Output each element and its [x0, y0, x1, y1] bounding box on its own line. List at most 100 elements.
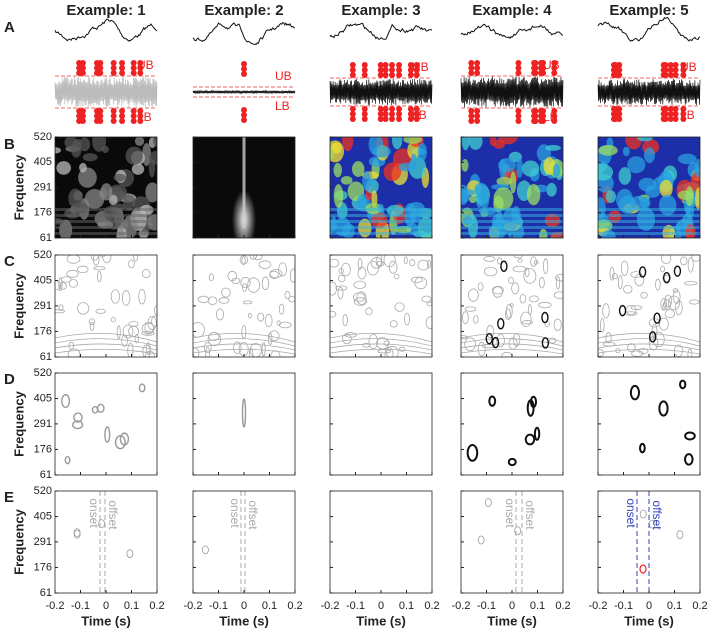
contour — [337, 274, 346, 283]
contour — [409, 259, 416, 267]
contour — [221, 287, 231, 298]
detection-dot — [680, 116, 687, 122]
contour — [530, 256, 537, 267]
spectrogram-blob — [552, 163, 561, 178]
contour — [687, 348, 693, 357]
detection-dot — [515, 65, 522, 71]
contour — [203, 342, 212, 354]
x-tick-label: 0.2 — [287, 600, 302, 612]
contour-strong — [491, 336, 500, 349]
detection-dot — [667, 111, 674, 117]
upper-bound-label: UB — [275, 69, 292, 83]
offset-label: offset — [106, 500, 120, 530]
spectrogram-band — [55, 208, 157, 211]
x-tick-label: 0 — [378, 600, 384, 612]
spectrogram-blob — [78, 137, 91, 152]
detection-dot — [377, 116, 384, 122]
contour — [55, 348, 157, 355]
contour — [676, 530, 684, 540]
detection-dot — [407, 72, 414, 78]
contour — [330, 348, 432, 355]
contour — [193, 338, 295, 347]
detection-dot — [130, 113, 137, 119]
contour — [507, 457, 517, 467]
contour — [61, 276, 72, 283]
spectrogram-blob — [498, 137, 518, 145]
contour — [342, 314, 348, 327]
contour — [388, 260, 398, 274]
detection-dot — [468, 60, 475, 66]
panel-content — [241, 398, 247, 428]
spectrogram-blob — [601, 229, 616, 238]
contour-strong — [541, 311, 549, 324]
y-tick-label: 520 — [34, 131, 52, 143]
detection-dot — [616, 62, 623, 68]
detection-dot — [119, 118, 126, 124]
detection-dot — [610, 67, 617, 73]
contour — [284, 291, 291, 300]
detected-event — [639, 564, 647, 574]
contour — [497, 257, 503, 265]
contour — [634, 273, 645, 287]
spectrogram-blob — [134, 137, 145, 147]
contour — [247, 277, 261, 293]
detection-dot — [407, 111, 414, 117]
spectrogram-blob — [148, 158, 156, 178]
contour — [508, 276, 514, 284]
spectrogram-blob — [92, 137, 107, 152]
x-tick-label: 0 — [103, 600, 109, 612]
detection-dot — [531, 65, 538, 71]
contour — [414, 276, 428, 290]
detection-dot — [110, 118, 117, 124]
detection-dot — [680, 72, 687, 78]
detection-dot — [551, 65, 558, 71]
panel-frame — [192, 372, 296, 476]
y-tick-label: 61 — [40, 469, 52, 481]
onset-label: onset — [503, 498, 517, 528]
detection-dot — [382, 106, 389, 112]
detection-dot — [137, 65, 144, 71]
detection-dot — [515, 113, 522, 119]
contour — [553, 318, 562, 331]
contour — [341, 333, 352, 345]
detection-dot — [241, 66, 247, 72]
contour — [404, 312, 410, 326]
x-axis-label: Time (s) — [487, 613, 537, 628]
contour — [73, 528, 81, 538]
contour — [605, 332, 612, 344]
contour — [90, 255, 99, 261]
detection-dot — [377, 106, 384, 112]
contour — [73, 412, 83, 423]
contour — [88, 318, 95, 326]
spectrogram-band — [330, 214, 432, 217]
panel-frame — [329, 490, 433, 594]
detection-dot — [616, 111, 623, 117]
spectrogram-blob — [695, 187, 700, 210]
detection-dot — [93, 118, 100, 124]
spectrogram-blob — [461, 158, 469, 172]
contour — [89, 321, 95, 331]
upper-bound-label: UB — [412, 60, 429, 74]
detection-dot — [407, 106, 414, 112]
spectrogram-blob — [333, 163, 342, 178]
contour — [193, 347, 200, 357]
y-tick-label: 520 — [34, 367, 52, 379]
contour — [684, 431, 696, 441]
contour — [67, 348, 81, 357]
contour — [663, 299, 671, 310]
contour — [365, 307, 373, 316]
contour — [410, 276, 424, 283]
detection-dot — [396, 116, 403, 122]
y-tick-label: 291 — [34, 300, 52, 312]
spectrogram-band — [461, 232, 563, 235]
spectrogram-blob — [100, 183, 113, 201]
contour-strong — [541, 337, 550, 349]
y-tick-label: 520 — [34, 485, 52, 497]
detection-dot — [515, 60, 522, 66]
upper-bound-label: UB — [543, 58, 560, 72]
contour — [639, 442, 646, 454]
contour — [598, 343, 700, 351]
contour — [511, 282, 520, 295]
contour — [473, 315, 479, 324]
detection-dot — [130, 65, 137, 71]
